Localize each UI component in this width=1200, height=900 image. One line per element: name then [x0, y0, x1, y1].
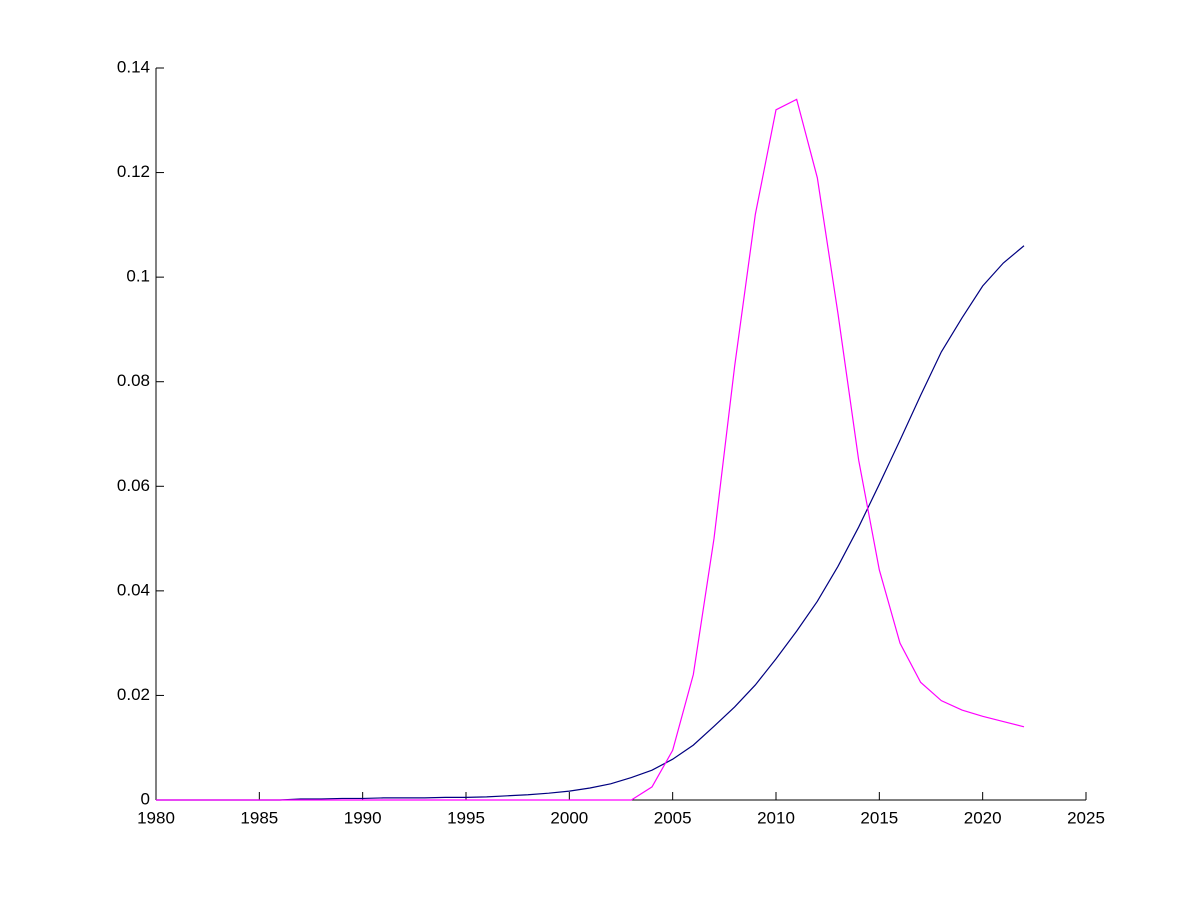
x-tick-label: 2000 [550, 808, 588, 827]
y-tick-label: 0.06 [117, 476, 150, 495]
x-tick-label: 2010 [757, 808, 795, 827]
line-series [156, 245, 1025, 801]
y-tick-label: 0.08 [117, 371, 150, 390]
x-tick-label: 1985 [240, 808, 278, 827]
y-tick-label: 0.02 [117, 685, 150, 704]
y-tick-label: 0.12 [117, 162, 150, 181]
x-tick-label: 2005 [654, 808, 692, 827]
x-tick-label: 1995 [447, 808, 485, 827]
x-tick-label: 2025 [1067, 808, 1105, 827]
y-tick-label: 0.1 [126, 267, 150, 286]
y-tick-label: 0 [141, 789, 150, 808]
y-tick-label: 0.14 [117, 57, 150, 76]
y-tick-label: 0.04 [117, 580, 150, 599]
x-tick-label: 2015 [860, 808, 898, 827]
x-tick-label: 2020 [964, 808, 1002, 827]
line-series [156, 98, 1025, 801]
x-tick-label: 1990 [344, 808, 382, 827]
x-tick-label: 1980 [137, 808, 175, 827]
